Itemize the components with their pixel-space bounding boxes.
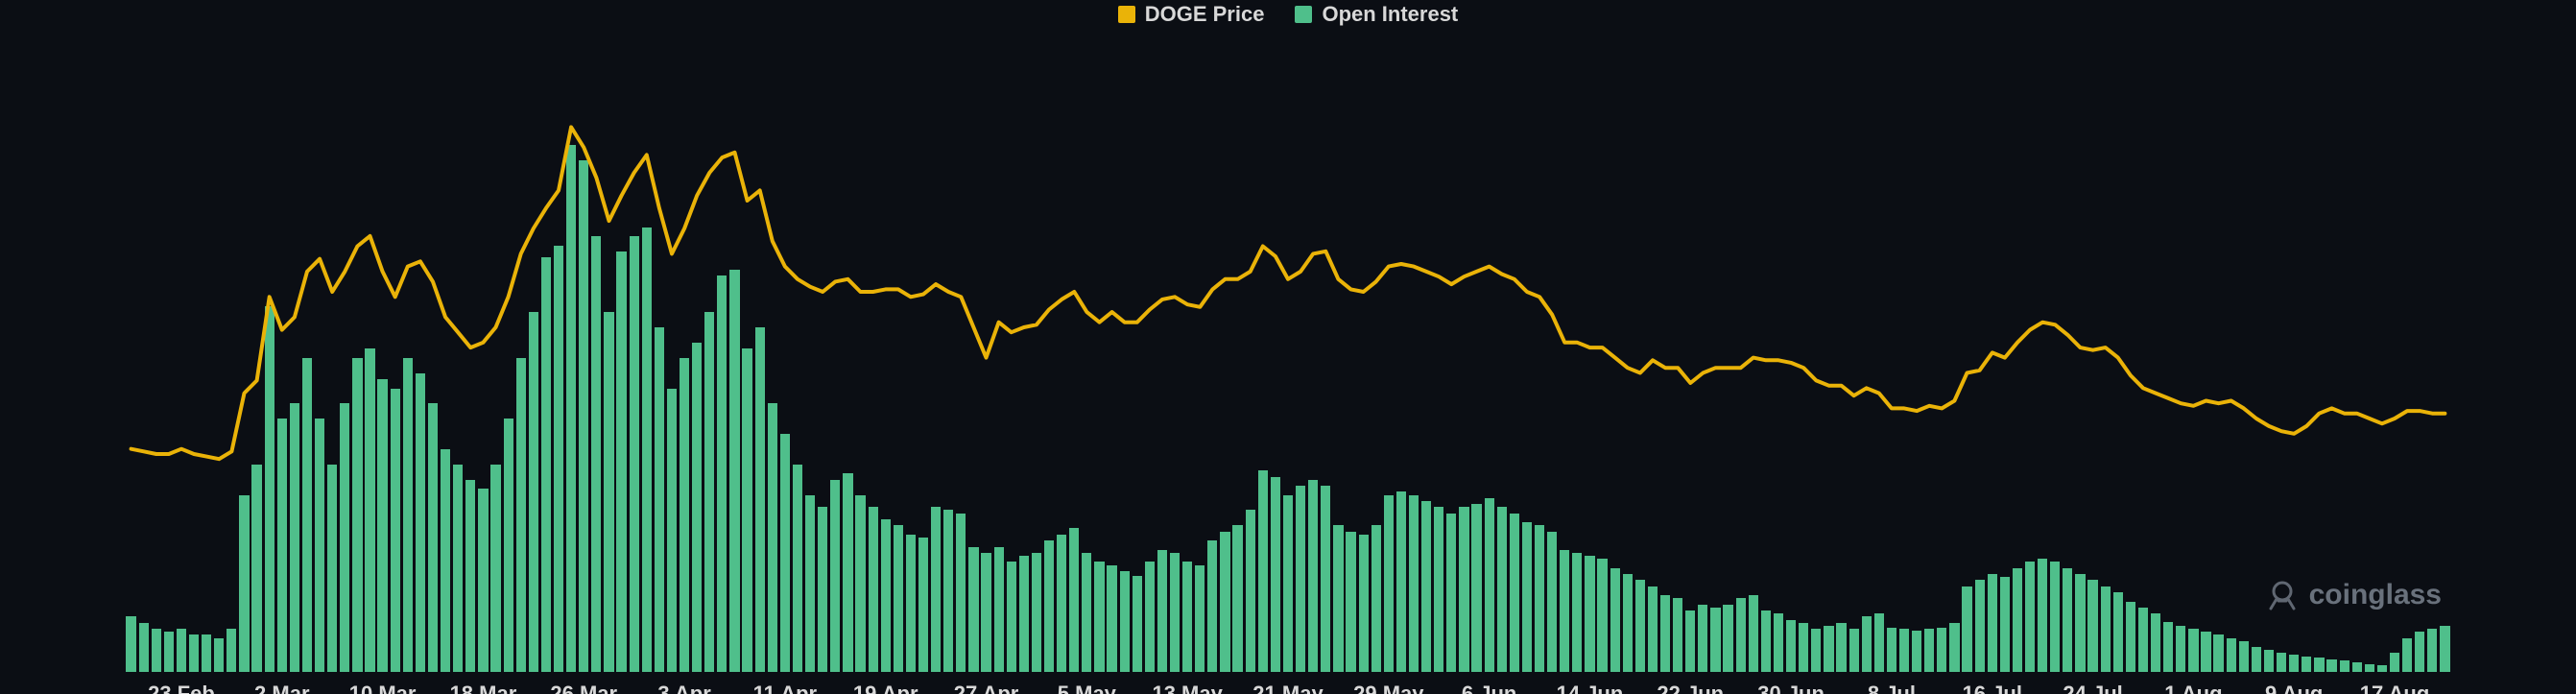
coinglass-icon [2265, 578, 2300, 612]
legend-item-oi: Open Interest [1295, 2, 1458, 27]
watermark-text: coinglass [2309, 579, 2442, 611]
x-tick-label: 11 Apr [753, 682, 817, 694]
x-tick-label: 14 Jun [1557, 682, 1624, 694]
plot-area [125, 38, 2451, 672]
legend: DOGE Price Open Interest [0, 0, 2576, 27]
x-tick-label: 16 Jul [1963, 682, 2022, 694]
legend-swatch-oi [1295, 6, 1312, 23]
x-tick-label: 21 May [1252, 682, 1323, 694]
x-tick-label: 9 Aug [2265, 682, 2323, 694]
x-tick-label: 10 Mar [349, 682, 417, 694]
x-tick-label: 13 May [1152, 682, 1222, 694]
x-tick-label: 19 Apr [853, 682, 918, 694]
x-tick-label: 24 Jul [2063, 682, 2122, 694]
x-tick-label: 27 Apr [954, 682, 1019, 694]
x-tick-label: 2 Mar [254, 682, 309, 694]
x-tick-label: 22 Jun [1657, 682, 1724, 694]
price-line-layer [125, 38, 2451, 672]
legend-label-price: DOGE Price [1145, 2, 1265, 27]
x-tick-label: 3 Apr [657, 682, 710, 694]
x-tick-label: 23 Feb [148, 682, 215, 694]
x-tick-label: 17 Aug [2360, 682, 2430, 694]
x-tick-label: 6 Jun [1462, 682, 1516, 694]
legend-swatch-price [1118, 6, 1135, 23]
x-tick-label: 26 Mar [550, 682, 617, 694]
x-tick-label: 1 Aug [2164, 682, 2222, 694]
x-tick-label: 29 May [1353, 682, 1423, 694]
doge-oi-price-chart: DOGE Price Open Interest $418.42M$600.00… [0, 0, 2576, 694]
price-line [131, 127, 2445, 459]
coinglass-watermark: coinglass [2265, 578, 2442, 612]
legend-item-price: DOGE Price [1118, 2, 1265, 27]
x-tick-label: 5 May [1058, 682, 1116, 694]
x-tick-label: 18 Mar [450, 682, 517, 694]
x-tick-label: 30 Jun [1757, 682, 1825, 694]
legend-label-oi: Open Interest [1322, 2, 1458, 27]
x-tick-label: 8 Jul [1868, 682, 1916, 694]
